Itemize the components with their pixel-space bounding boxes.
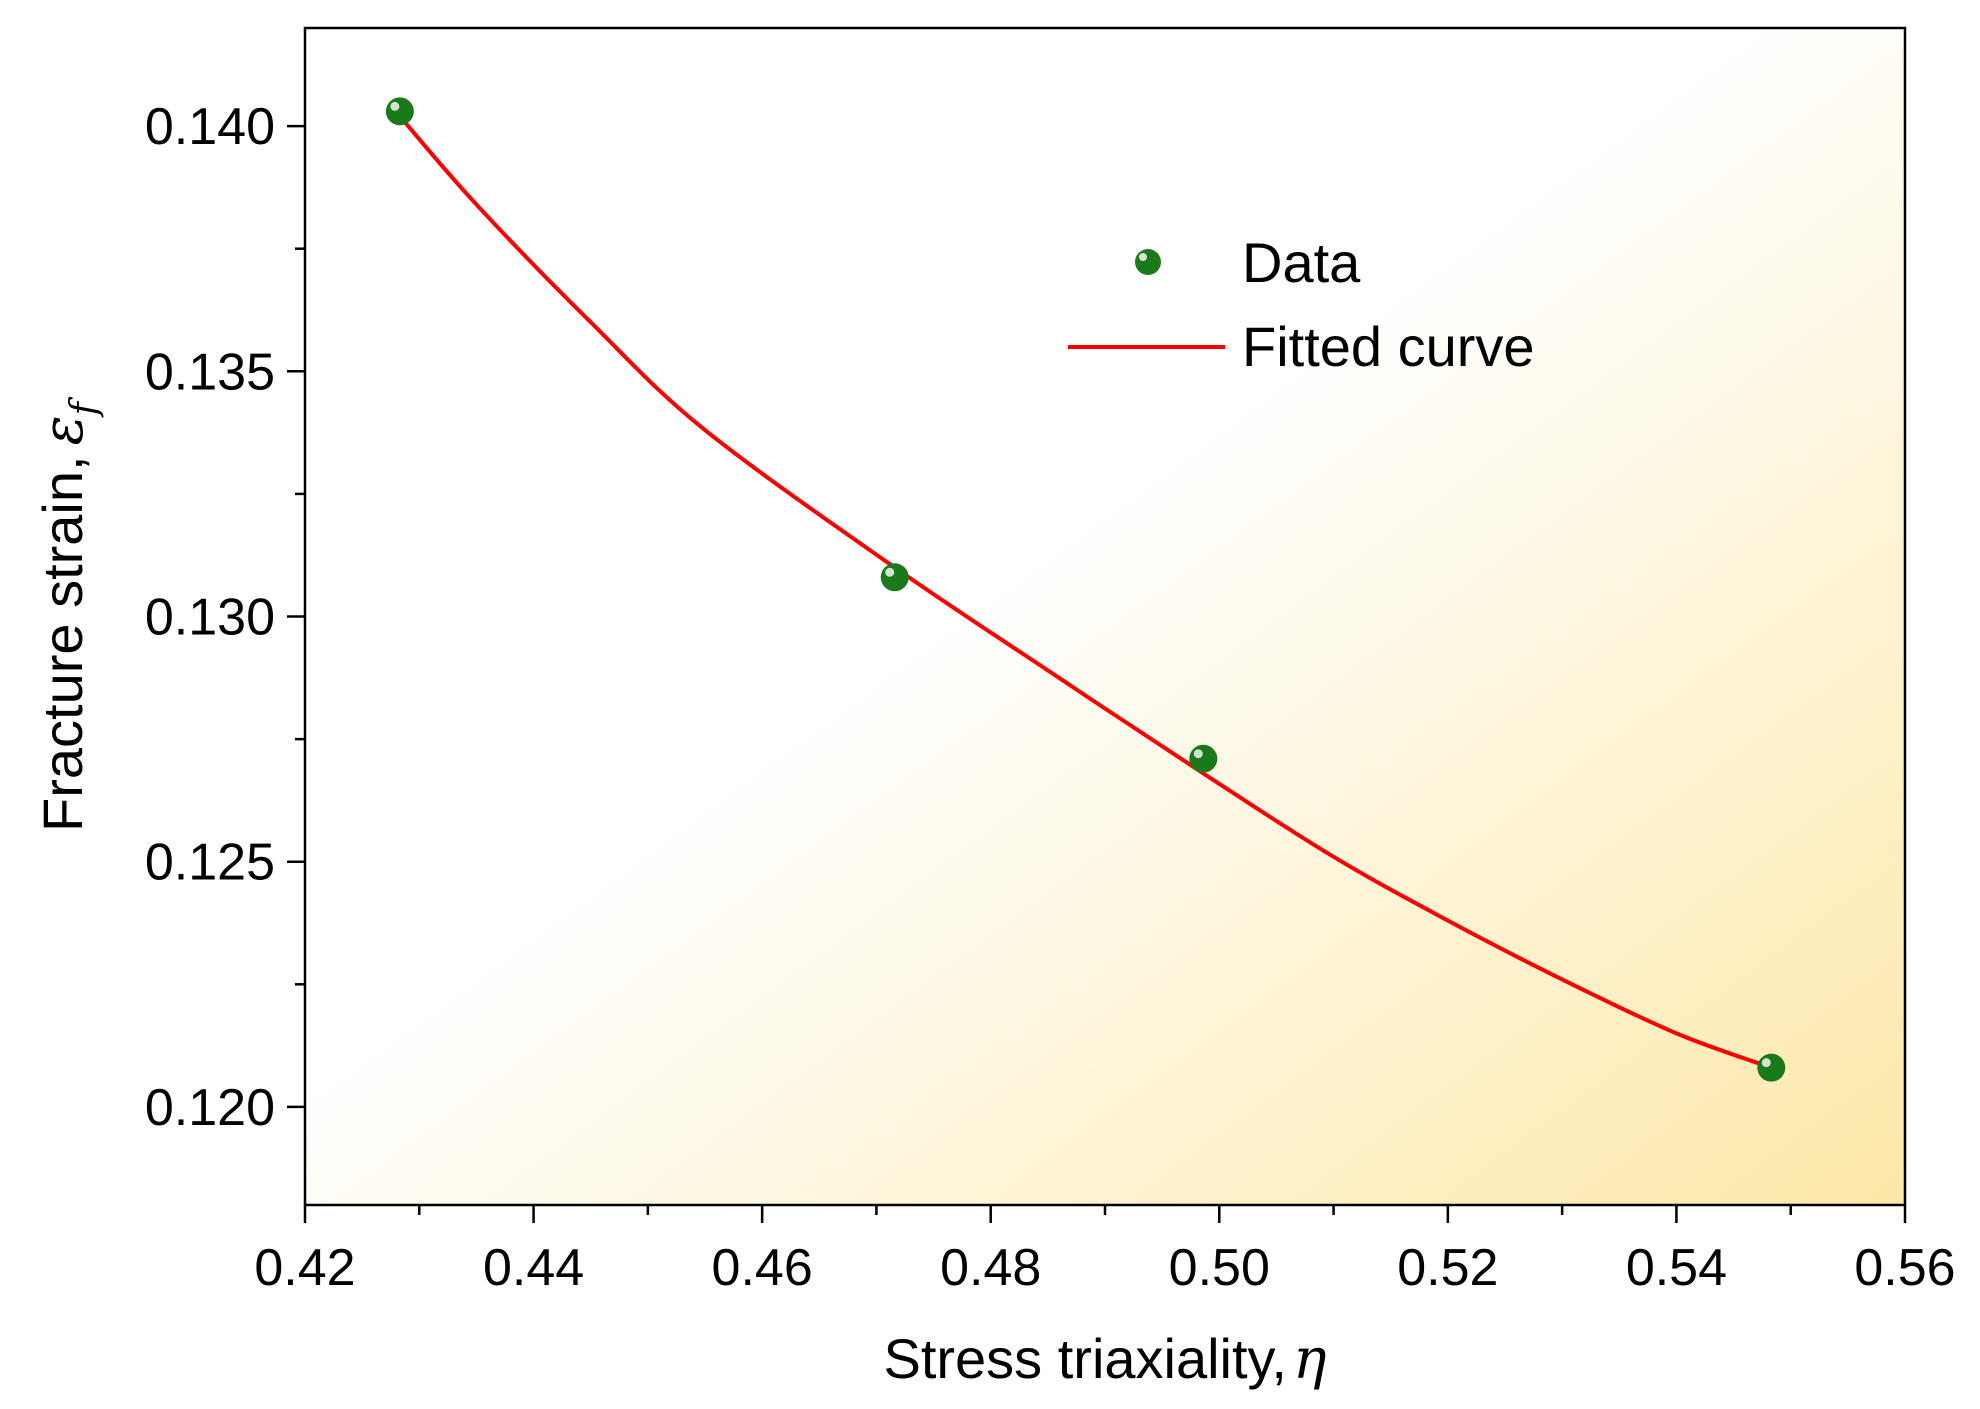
fitted-curve-layer [398,114,1772,1070]
y-axis-title-text: Fracture strain, [31,455,94,832]
plot-background [305,28,1905,1205]
x-tick-label: 0.44 [483,1239,584,1297]
y-tick-label: 0.130 [145,589,275,647]
x-tick-label: 0.46 [712,1239,813,1297]
data-point [1189,744,1218,773]
legend-fitted-curve-label: Fitted curve [1242,315,1535,378]
legend-data-marker-highlight [1139,253,1147,261]
y-tick-label: 0.125 [145,834,275,892]
data-points-layer [385,97,1786,1082]
data-point [385,97,414,126]
y-axis-ticks: 0.120 0.125 0.130 0.135 0.140 [145,98,305,1137]
y-axis-symbol: ε [31,415,96,445]
x-axis-symbol: η [1293,1327,1327,1392]
x-axis-title-text: Stress triaxiality, [883,1327,1286,1390]
data-point [880,563,909,592]
x-tick-label: 0.56 [1854,1239,1955,1297]
x-tick-label: 0.48 [940,1239,1041,1297]
fitted-curve-line [398,114,1772,1070]
x-axis-title: Stress triaxiality, η [883,1327,1326,1392]
y-axis-title: Fracture strain, εf [31,396,105,832]
x-axis-ticks: 0.42 0.44 0.46 0.48 0.50 0.52 0.54 0.56 [254,1205,1956,1297]
legend-data-label: Data [1242,231,1361,294]
y-tick-label: 0.120 [145,1079,275,1137]
legend-data-marker [1135,249,1161,275]
y-tick-label: 0.140 [145,98,275,156]
y-tick-label: 0.135 [145,343,275,401]
x-tick-label: 0.42 [254,1239,355,1297]
data-point [1757,1053,1786,1082]
x-tick-label: 0.54 [1626,1239,1727,1297]
legend: Data Fitted curve [1068,231,1535,378]
x-tick-label: 0.50 [1169,1239,1270,1297]
y-axis-symbol-sub: f [64,396,105,418]
x-tick-label: 0.52 [1397,1239,1498,1297]
